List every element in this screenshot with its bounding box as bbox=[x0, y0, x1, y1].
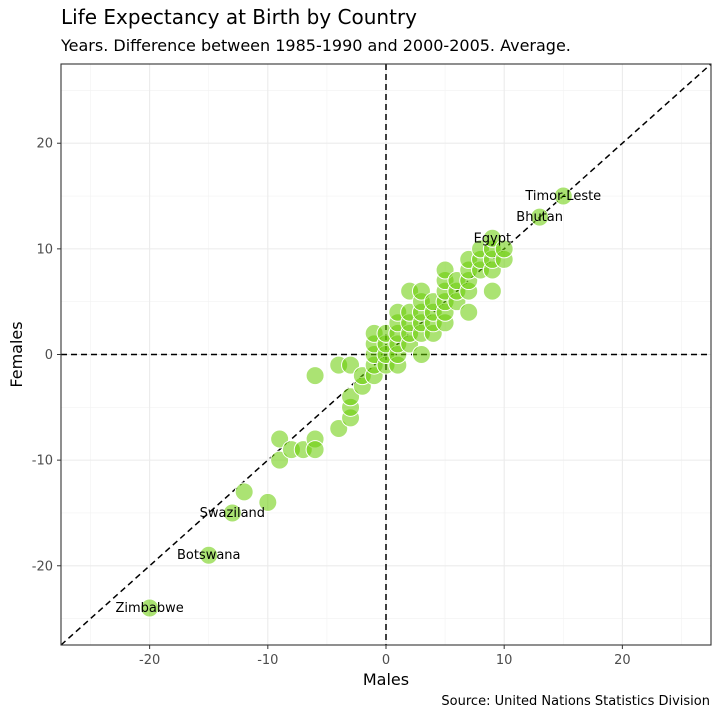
scatter-point bbox=[435, 260, 455, 280]
scatter-point bbox=[411, 345, 431, 364]
y-axis-title: Females bbox=[7, 321, 26, 387]
point-label: Zimbabwe bbox=[115, 601, 183, 616]
scatter-point bbox=[222, 503, 242, 523]
y-tick-label: -20 bbox=[32, 559, 53, 574]
x-axis-title: Males bbox=[363, 670, 409, 689]
scatter-point bbox=[270, 429, 290, 449]
scatter-point bbox=[305, 366, 325, 386]
scatter-point bbox=[270, 450, 290, 470]
scatter-point bbox=[482, 281, 502, 301]
y-tick-label: 10 bbox=[36, 242, 53, 257]
scatter-point bbox=[530, 207, 550, 227]
scatter-point bbox=[494, 239, 514, 259]
scatter-point bbox=[140, 598, 160, 618]
chart-title: Life Expectancy at Birth by Country bbox=[61, 5, 418, 29]
scatter-point bbox=[341, 355, 361, 375]
x-tick-label: 10 bbox=[496, 653, 513, 668]
x-tick-label: -20 bbox=[139, 653, 160, 668]
chart-subtitle: Years. Difference between 1985-1990 and … bbox=[61, 36, 571, 55]
scatter-point bbox=[482, 228, 502, 248]
point-label: Bhutan bbox=[516, 210, 563, 225]
x-tick-label: 20 bbox=[614, 653, 631, 668]
point-label: Timor-Leste bbox=[524, 189, 601, 204]
scatter-point bbox=[199, 545, 219, 565]
chart-caption: Source: United Nations Statistics Divisi… bbox=[441, 694, 710, 709]
y-tick-label: -10 bbox=[32, 454, 53, 469]
x-tick-label: 0 bbox=[382, 653, 390, 668]
x-tick-label: -10 bbox=[257, 653, 278, 668]
scatter-point bbox=[459, 302, 479, 322]
scatter-point bbox=[411, 281, 431, 301]
y-tick-label: 20 bbox=[36, 137, 53, 152]
scatter-point bbox=[234, 482, 254, 502]
scatter-point bbox=[553, 186, 573, 206]
point-label: Egypt bbox=[474, 231, 512, 246]
point-label: Botswana bbox=[177, 548, 241, 563]
scatter-point bbox=[329, 418, 349, 438]
scatter-point bbox=[341, 387, 361, 407]
point-label: Swaziland bbox=[200, 506, 265, 521]
y-tick-label: 0 bbox=[45, 348, 53, 363]
scatter-point bbox=[258, 492, 278, 512]
scatter-point bbox=[305, 440, 325, 460]
